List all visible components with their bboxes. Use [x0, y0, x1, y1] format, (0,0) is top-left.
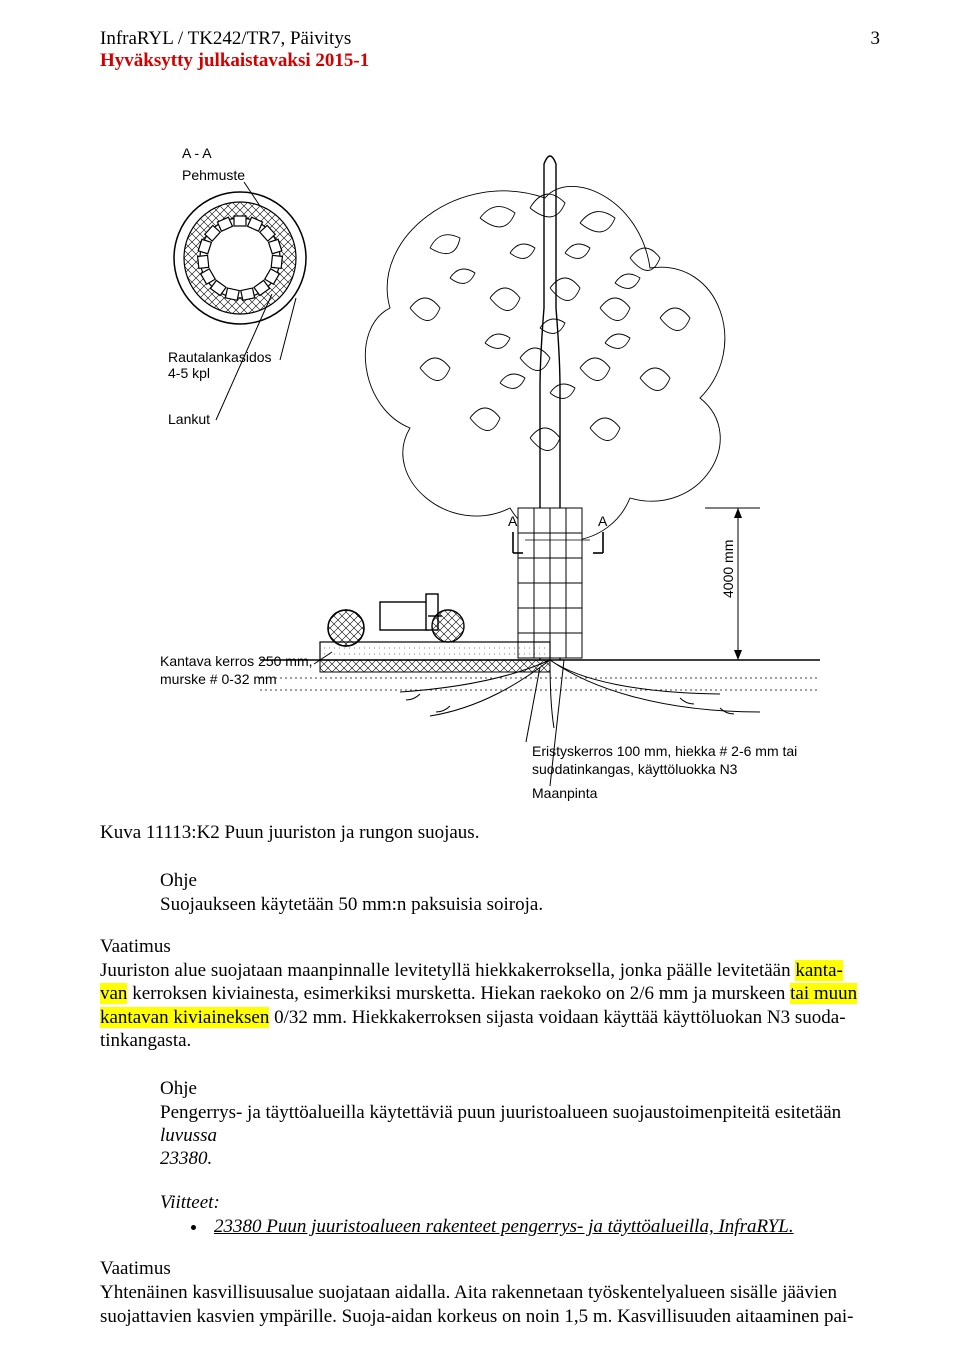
- vaatimus-body-1: Juuriston alue suojataan maanpinnalle le…: [100, 959, 880, 1052]
- vaatimus-heading-1: Vaatimus: [100, 936, 880, 958]
- viitteet-list: 23380 Puun juuristoalueen rakenteet peng…: [160, 1216, 880, 1238]
- label-lankut: Lankut: [168, 411, 210, 427]
- label-AA: A - A: [182, 145, 212, 161]
- label-kantava-2: murske # 0-32 mm: [160, 671, 277, 687]
- page: InfraRYL / TK242/TR7, Päivitys Hyväksytt…: [0, 0, 960, 1348]
- header-line1: InfraRYL / TK242/TR7, Päivitys: [100, 28, 880, 50]
- text-seg: kerroksen kiviainesta, esimerkiksi mursk…: [127, 983, 790, 1004]
- ohje-heading: Ohje: [160, 870, 880, 892]
- tree: [365, 118, 725, 660]
- text-seg: 0/32 mm. Hiekkakerroksen sijasta voidaan…: [269, 1007, 845, 1028]
- header-line2: Hyväksytty julkaistavaksi 2015-1: [100, 50, 880, 72]
- ohje-block-2: Ohje Pengerrys- ja täyttöalueilla käytet…: [160, 1078, 880, 1239]
- label-eristys-2: suodatinkangas, käyttöluokka N3: [532, 761, 738, 777]
- label-rautalanka-l1: Rautalankasidos: [168, 349, 272, 365]
- text-seg: tinkangasta.: [100, 1030, 191, 1051]
- viitteet-heading: Viitteet:: [160, 1192, 880, 1214]
- highlight-2b: kantavan kiviaineksen: [100, 1007, 269, 1028]
- label-eristys-1: Eristyskerros 100 mm, hiekka # 2-6 mm ta…: [532, 743, 797, 759]
- section-detail: [174, 192, 306, 324]
- highlight-1a: kanta-: [795, 960, 842, 981]
- figure-svg: A - A Pehmuste Rautalankasidos 4-5 kpl L…: [120, 108, 860, 808]
- highlight-2a: tai muun: [790, 983, 857, 1004]
- text-seg: Pengerrys- ja täyttöalueilla käytettäviä…: [160, 1102, 841, 1123]
- label-maanpinta: Maanpinta: [532, 785, 598, 801]
- label-kantava-1: Kantava kerros 250 mm,: [160, 653, 313, 669]
- ohje-body: Suojaukseen käytetään 50 mm:n paksuisia …: [160, 893, 880, 916]
- italic-ref: luvussa: [160, 1125, 217, 1146]
- ohje-block-1: Ohje Suojaukseen käytetään 50 mm:n paksu…: [160, 870, 880, 916]
- figure-caption: Kuva 11113:K2 Puun juuriston ja rungon s…: [100, 822, 880, 844]
- label-pehmuste: Pehmuste: [182, 167, 245, 183]
- vaatimus-heading-2: Vaatimus: [100, 1258, 880, 1280]
- highlight-1b: van: [100, 983, 127, 1004]
- machine: [328, 594, 464, 646]
- italic-ref: 23380.: [160, 1148, 212, 1169]
- ohje-heading: Ohje: [160, 1078, 880, 1100]
- page-number: 3: [871, 28, 881, 50]
- right-bottom-labels: Eristyskerros 100 mm, hiekka # 2-6 mm ta…: [526, 660, 797, 801]
- label-height: 4000 mm: [720, 540, 736, 598]
- label-sectA-left: A: [508, 513, 518, 529]
- viitteet-item: 23380 Puun juuristoalueen rakenteet peng…: [208, 1216, 880, 1238]
- text-seg: Juuriston alue suojataan maanpinnalle le…: [100, 960, 795, 981]
- label-sectA-right: A: [598, 513, 608, 529]
- label-rautalanka-l2: 4-5 kpl: [168, 365, 210, 381]
- figure-tree-protection: A - A Pehmuste Rautalankasidos 4-5 kpl L…: [100, 108, 880, 808]
- dim-height: 4000 mm: [590, 508, 760, 660]
- ohje-body: Pengerrys- ja täyttöalueilla käytettäviä…: [160, 1101, 880, 1171]
